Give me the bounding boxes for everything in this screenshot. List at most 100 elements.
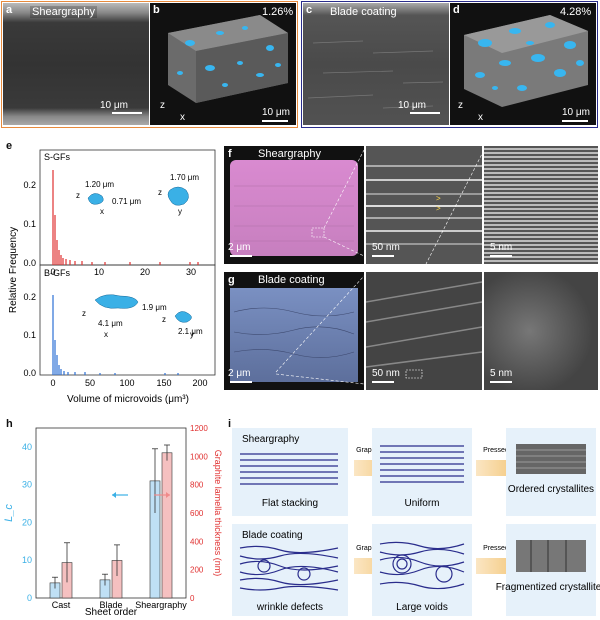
series-label-sgfs: S-GFs [44, 152, 70, 162]
ytick-bottom-1: 0.1 [23, 330, 36, 340]
svg-text:x: x [104, 330, 108, 339]
porosity-label-b: 1.26% [262, 6, 294, 18]
xtick-top-1: 10 [94, 267, 104, 277]
scale-label-a: 10 μm [100, 100, 128, 111]
scale-label-d: 10 μm [562, 107, 590, 118]
ytick-top-1: 0.1 [23, 219, 36, 229]
row1-step1-label: Flat stacking [262, 498, 318, 509]
row1-arrow2-label: Pressed [483, 447, 509, 454]
right-ytick-label: 1000 [190, 452, 208, 461]
scale-bar-g1 [230, 381, 252, 383]
panel-c [301, 1, 598, 128]
right-ytick-label: 1200 [190, 424, 208, 433]
left-ytick-label: 0 [27, 593, 32, 603]
histogram-bottom-bars [52, 295, 179, 375]
scale-bar-c [410, 112, 440, 114]
left-ytick-label: 20 [22, 517, 32, 527]
svg-text:y: y [178, 207, 182, 216]
fragmented-crystallite-block [516, 540, 586, 572]
svg-text:1.20 μm: 1.20 μm [85, 180, 114, 189]
panel-letter-a: a [6, 4, 13, 16]
tem-image-g2 [366, 272, 482, 390]
category-label-sheargraphy: Sheargraphy [135, 600, 187, 610]
row1-step3-label: Ordered crystallites [508, 484, 594, 495]
svg-text:>: > [436, 204, 441, 213]
ordered-crystallite-block [516, 444, 586, 474]
axis-z-b: z [160, 100, 165, 111]
right-ytick-label: 400 [190, 537, 204, 546]
scale-bar-f3 [490, 255, 512, 257]
right-ytick-label: 0 [190, 594, 195, 603]
scale-bar-b [262, 120, 288, 122]
sem-image-c [303, 3, 449, 125]
panel-f-title: Sheargraphy [258, 148, 321, 160]
axis-x-b: x [180, 112, 185, 123]
row2-arrow2-label: Pressed [483, 545, 509, 552]
row2-step1-label: wrinkle defects [256, 602, 323, 613]
void-inset-top-left: 1.20 μm 0.71 μm z x [76, 180, 141, 216]
histogram-xlabel: Volume of microvoids (μm³) [67, 394, 189, 405]
category-label-cast: Cast [52, 600, 71, 610]
row2-step3-label: Fragmentized crystallites [496, 582, 600, 593]
scale-bar-g2 [372, 381, 394, 383]
xtick-bottom-1: 50 [85, 378, 95, 388]
ytick-top-2: 0.2 [23, 180, 36, 190]
row2-step2-label: Large voids [396, 602, 448, 613]
panel-letter-d: d [453, 4, 460, 16]
box-row1-step2 [372, 428, 472, 516]
void-inset-bottom-right: 2.1 μm z y [162, 311, 203, 339]
panel-letter-i: i [228, 418, 232, 430]
xtick-bottom-3: 150 [156, 378, 171, 388]
panel-g-title: Blade coating [258, 274, 325, 286]
row1-method: Sheargraphy [242, 434, 299, 445]
scale-bar-d [562, 120, 588, 122]
left-ytick-label: 40 [22, 442, 32, 452]
scale-label-f1: 2 μm [228, 242, 251, 253]
panel-letter-b: b [153, 4, 160, 16]
bar-chart-h: L_c Graphite lamella thickness (nm) Shee… [3, 424, 223, 618]
scale-bar-f2 [372, 255, 394, 257]
scale-label-b: 10 μm [262, 107, 290, 118]
flat-stack-sheets [240, 453, 338, 485]
left-ytick-label: 30 [22, 480, 32, 490]
histogram-top-frame [39, 149, 216, 266]
scale-label-g3: 5 nm [490, 368, 513, 379]
x-axis-label: Sheet order [85, 607, 138, 618]
svg-text:2.1 μm: 2.1 μm [178, 327, 203, 336]
row2-method: Blade coating [242, 530, 303, 541]
svg-text:>: > [436, 194, 441, 203]
svg-text:4.1 μm: 4.1 μm [98, 319, 123, 328]
void-inset-top-right: 1.70 μm z y [158, 173, 199, 216]
tem-image-f1 [224, 146, 364, 264]
scale-bar-g3 [490, 381, 512, 383]
svg-text:z: z [76, 191, 80, 200]
svg-text:x: x [100, 207, 104, 216]
xtick-bottom-2: 100 [119, 378, 134, 388]
xtick-top-3: 30 [186, 267, 196, 277]
right-ytick-label: 200 [190, 566, 204, 575]
xtick-top-0: 0 [50, 267, 55, 277]
tem-image-f2: > > [366, 146, 482, 264]
right-ytick-label: 600 [190, 509, 204, 518]
panel-letter-e: e [6, 140, 13, 152]
svg-text:0.71 μm: 0.71 μm [112, 197, 141, 206]
panel-a [1, 1, 298, 128]
ytick-bottom-2: 0.2 [23, 292, 36, 302]
right-ytick-label: 800 [190, 481, 204, 490]
panel-c-title: Blade coating [330, 6, 397, 18]
void-sheets [379, 541, 465, 590]
box-row2-step2 [372, 524, 472, 616]
category-label-blade: Blade [99, 600, 122, 610]
row1-step2-label: Uniform [404, 498, 439, 509]
wrinkled-sheets [239, 545, 339, 591]
bar-right-sheargraphy [161, 452, 173, 599]
right-axis-label: Graphite lamella thickness (nm) [213, 450, 223, 577]
axis-z-d: z [458, 100, 463, 111]
histogram-ylabel: Relative Frequency [8, 227, 19, 313]
tomography-image-d [450, 3, 596, 125]
scale-bar-f1 [230, 255, 252, 257]
panel-letter-g: g [228, 274, 235, 286]
panel-letter-c: c [306, 4, 313, 16]
svg-text:1.70 μm: 1.70 μm [170, 173, 199, 182]
xtick-top-2: 20 [140, 267, 150, 277]
